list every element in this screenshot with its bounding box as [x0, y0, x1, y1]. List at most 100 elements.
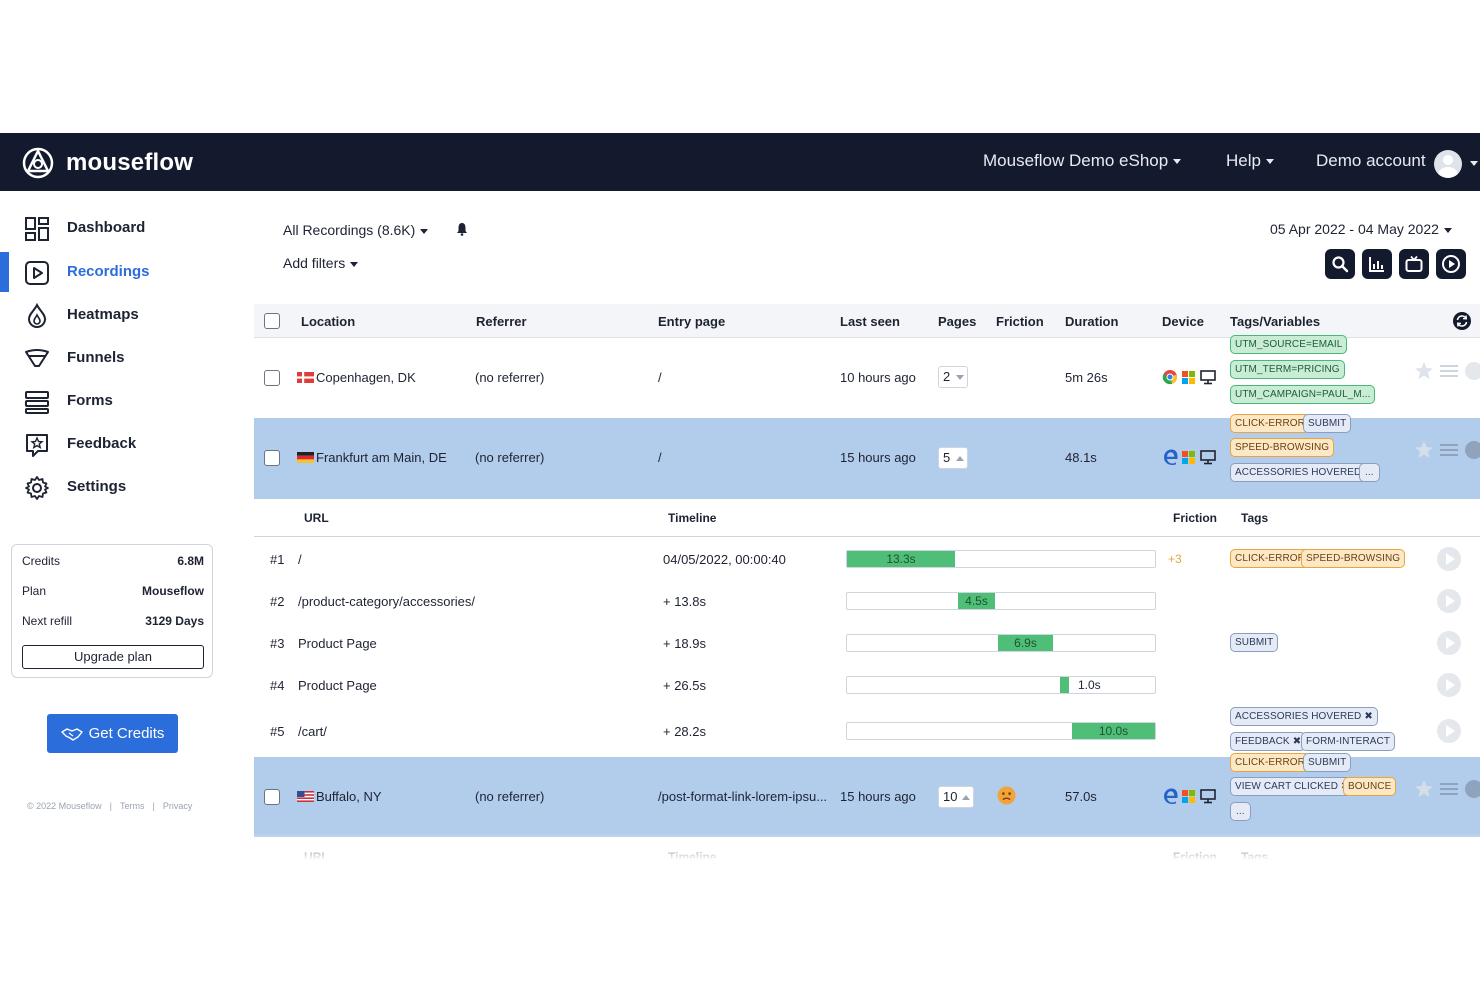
sidebar-item-forms[interactable]: Forms — [0, 381, 240, 421]
search-button[interactable] — [1325, 249, 1355, 279]
recordings-icon — [25, 261, 49, 285]
tag[interactable]: UTM_TERM=PRICING — [1230, 360, 1345, 379]
column-device[interactable]: Device — [1162, 314, 1204, 329]
play-page-button[interactable] — [1437, 719, 1461, 743]
add-filters-dropdown[interactable]: Add filters — [283, 255, 359, 271]
tag[interactable]: BOUNCE — [1343, 777, 1397, 796]
date-range-picker[interactable]: 05 Apr 2022 - 04 May 2022 — [1270, 221, 1452, 237]
tag[interactable]: ACCESSORIES HOVERED✖ — [1230, 707, 1378, 726]
avatar[interactable] — [1434, 150, 1462, 178]
device-icons — [1164, 449, 1216, 465]
page-url[interactable]: /product-category/accessories/ — [298, 594, 476, 609]
play-all-button[interactable] — [1436, 249, 1466, 279]
column-duration[interactable]: Duration — [1065, 314, 1119, 329]
sidebar: Dashboard Recordings Heatmaps Funnels Fo… — [0, 191, 240, 860]
entry-page-text[interactable]: / — [658, 370, 662, 385]
tag[interactable]: VIEW CART CLICKED✖ — [1230, 777, 1355, 796]
tag[interactable]: FORM-INTERACT — [1301, 732, 1396, 751]
referrer-text: (no referrer) — [475, 370, 545, 385]
friction-score: +3 — [1168, 552, 1182, 566]
column-entry-page[interactable]: Entry page — [658, 314, 726, 329]
play-page-button[interactable] — [1437, 673, 1461, 697]
row-checkbox[interactable] — [264, 370, 280, 386]
row-actions — [1415, 362, 1480, 380]
tag[interactable]: CLICK-ERROR — [1230, 753, 1310, 772]
sidebar-item-recordings[interactable]: Recordings — [0, 252, 240, 292]
tag[interactable]: SPEED-BROWSING — [1301, 549, 1406, 568]
duration-text: 5m 26s — [1065, 370, 1108, 385]
help-menu[interactable]: Help — [1226, 151, 1274, 171]
sidebar-item-dashboard[interactable]: Dashboard — [0, 208, 240, 248]
entry-page-text[interactable]: / — [658, 450, 662, 465]
sidebar-item-feedback[interactable]: Feedback — [0, 424, 240, 464]
sidebar-item-label: Feedback — [67, 435, 137, 452]
column-location[interactable]: Location — [301, 314, 356, 329]
page-row[interactable]: #1 / 04/05/2022, 00:00:40 13.3s +3 CLICK… — [254, 538, 1480, 580]
close-icon[interactable]: ✖ — [1292, 736, 1302, 747]
get-credits-label: Get Credits — [88, 725, 165, 742]
duration-text: 57.0s — [1065, 789, 1097, 804]
get-credits-button[interactable]: Get Credits — [47, 714, 178, 753]
column-tags[interactable]: Tags/Variables — [1230, 314, 1321, 329]
page-url[interactable]: /cart/ — [298, 724, 327, 739]
privacy-link[interactable]: Privacy — [162, 801, 193, 811]
chart-button[interactable] — [1362, 249, 1392, 279]
select-all-checkbox[interactable] — [264, 313, 280, 329]
brand-logo[interactable]: mouseflow — [20, 145, 193, 181]
column-last-seen[interactable]: Last seen — [840, 314, 900, 329]
row-checkbox[interactable] — [264, 450, 280, 466]
tag[interactable]: CLICK-ERROR — [1230, 549, 1310, 568]
recordings-filter-dropdown[interactable]: All Recordings (8.6K) — [283, 222, 429, 238]
tag[interactable]: FEEDBACK ✖ — [1230, 732, 1307, 751]
recording-row[interactable]: Copenhagen, DK (no referrer) / 10 hours … — [254, 335, 1480, 418]
close-icon[interactable]: ✖ — [1364, 711, 1373, 722]
subcolumn-friction: Friction — [1173, 511, 1217, 525]
tag[interactable]: ACCESSORIES HOVERED✖ — [1230, 463, 1378, 482]
refresh-icon[interactable] — [1452, 311, 1472, 331]
account-menu[interactable]: Demo account — [1316, 151, 1426, 171]
page-row[interactable]: #5 /cart/ + 28.2s 10.0s ACCESSORIES HOVE… — [254, 706, 1480, 760]
tag[interactable]: SUBMIT — [1230, 633, 1279, 652]
tag[interactable]: SUBMIT — [1303, 414, 1352, 433]
page-url[interactable]: Product Page — [298, 678, 377, 693]
recording-row-expanded[interactable]: Frankfurt am Main, DE (no referrer) / 15… — [254, 414, 1480, 499]
terms-link[interactable]: Terms — [120, 801, 145, 811]
pages-expander[interactable]: 5 — [938, 447, 968, 469]
tag[interactable]: CLICK-ERROR — [1230, 414, 1310, 433]
play-page-button[interactable] — [1437, 547, 1461, 571]
subcolumn-friction: Friction — [1173, 850, 1217, 860]
tv-playlist-button[interactable] — [1399, 249, 1429, 279]
more-tags-button[interactable]: ... — [1359, 463, 1380, 482]
page-url[interactable]: / — [298, 552, 302, 567]
tag[interactable]: UTM_CAMPAIGN=PAUL_M... — [1230, 385, 1376, 404]
pages-expander[interactable]: 2 — [938, 366, 968, 388]
page-row[interactable]: #2 /product-category/accessories/ + 13.8… — [254, 580, 1480, 622]
tag[interactable]: UTM_SOURCE=EMAIL — [1230, 335, 1348, 354]
recording-row-expanded[interactable]: Buffalo, NY (no referrer) /post-format-l… — [254, 753, 1480, 837]
page-url[interactable]: Product Page — [298, 636, 377, 651]
tag[interactable]: SPEED-BROWSING — [1230, 438, 1335, 457]
entry-page-text[interactable]: /post-format-link-lorem-ipsu... — [658, 789, 828, 804]
column-pages[interactable]: Pages — [938, 314, 977, 329]
sidebar-item-funnels[interactable]: Funnels — [0, 338, 240, 378]
chevron-down-icon[interactable] — [1470, 161, 1478, 166]
upgrade-plan-button[interactable]: Upgrade plan — [22, 645, 204, 669]
add-filters-label: Add filters — [283, 255, 346, 271]
last-seen-text: 15 hours ago — [840, 789, 916, 804]
site-selector[interactable]: Mouseflow Demo eShop — [983, 151, 1182, 171]
bell-icon[interactable] — [456, 222, 468, 236]
sidebar-item-settings[interactable]: Settings — [0, 467, 240, 507]
play-page-button[interactable] — [1437, 589, 1461, 613]
column-friction[interactable]: Friction — [996, 314, 1044, 329]
sidebar-item-heatmaps[interactable]: Heatmaps — [0, 295, 240, 335]
play-page-button[interactable] — [1437, 631, 1461, 655]
page-time: + 18.9s — [663, 636, 707, 651]
page-row[interactable]: #3 Product Page + 18.9s 6.9s SUBMIT — [254, 622, 1480, 664]
timeline-track: 10.0s — [846, 722, 1156, 740]
page-row[interactable]: #4 Product Page + 26.5s 1.0s — [254, 664, 1480, 706]
pages-expander[interactable]: 10 — [938, 786, 974, 808]
row-checkbox[interactable] — [264, 789, 280, 805]
column-referrer[interactable]: Referrer — [476, 314, 527, 329]
tag[interactable]: SUBMIT — [1303, 753, 1352, 772]
more-tags-button[interactable]: ... — [1230, 802, 1251, 821]
